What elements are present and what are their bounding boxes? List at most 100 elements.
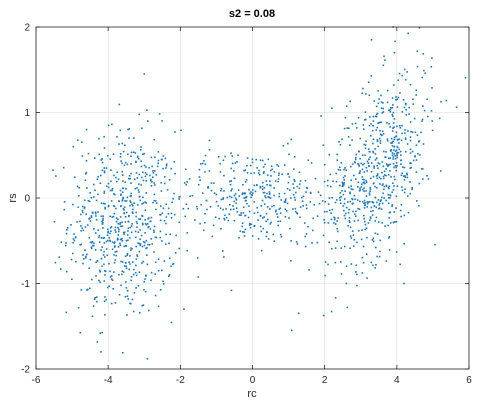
data-point (385, 151, 387, 153)
data-point (369, 219, 371, 221)
data-point (123, 233, 126, 236)
data-point (401, 189, 404, 192)
data-point (355, 264, 358, 267)
data-point (280, 199, 282, 201)
data-point (129, 201, 132, 203)
data-point (119, 244, 122, 246)
data-point (152, 201, 154, 204)
data-point (148, 309, 150, 312)
data-point (266, 206, 269, 208)
data-point (115, 180, 118, 183)
data-point (308, 269, 310, 271)
data-point (160, 181, 163, 184)
data-point (394, 150, 397, 153)
data-point (393, 185, 395, 187)
data-point (162, 155, 165, 157)
data-point (101, 246, 103, 248)
data-point (94, 232, 97, 234)
data-point (91, 244, 94, 247)
data-point (277, 224, 280, 227)
data-point (113, 193, 115, 195)
data-point (322, 314, 325, 317)
data-point (213, 182, 215, 184)
data-point (207, 186, 209, 188)
data-point (130, 163, 132, 165)
data-point (233, 200, 236, 203)
data-point (88, 287, 91, 290)
data-point (331, 107, 333, 110)
data-point (349, 100, 351, 103)
data-point (170, 217, 173, 219)
data-point (366, 277, 368, 279)
data-point (98, 236, 100, 239)
data-point (174, 252, 177, 254)
data-point (402, 175, 405, 177)
data-point (272, 233, 274, 236)
data-point (122, 208, 125, 210)
data-point (123, 206, 126, 209)
data-point (121, 187, 124, 190)
data-point (257, 238, 260, 240)
data-point (119, 242, 121, 245)
data-point (369, 188, 372, 190)
data-point (370, 206, 373, 209)
data-point (305, 191, 307, 193)
data-point (262, 227, 265, 230)
data-point (372, 125, 375, 127)
data-point (123, 209, 125, 211)
data-point (316, 215, 319, 217)
data-point (270, 175, 272, 177)
data-point (366, 201, 368, 203)
data-point (122, 231, 125, 234)
data-point (342, 185, 344, 187)
data-point (127, 153, 129, 156)
data-point (335, 172, 337, 175)
data-point (400, 163, 402, 165)
data-point (393, 153, 396, 155)
data-point (265, 235, 268, 238)
data-point (88, 200, 91, 203)
data-point (222, 159, 225, 162)
data-point (278, 195, 281, 198)
data-point (396, 139, 399, 141)
data-point (350, 185, 352, 187)
data-point (249, 222, 251, 225)
data-point (305, 186, 308, 189)
data-point (155, 173, 158, 176)
data-point (159, 230, 162, 233)
data-point (342, 193, 345, 196)
data-point (85, 159, 88, 162)
data-point (201, 162, 204, 165)
data-point (349, 192, 351, 195)
data-point (358, 165, 360, 167)
data-point (322, 144, 325, 146)
data-point (416, 200, 418, 202)
data-point (125, 188, 127, 190)
data-point (307, 159, 310, 161)
data-point (115, 231, 117, 233)
data-point (125, 287, 128, 289)
data-point (101, 161, 104, 164)
data-point (150, 178, 152, 181)
data-point (394, 155, 397, 157)
data-point (157, 162, 160, 165)
data-point (374, 148, 376, 150)
data-point (290, 138, 293, 141)
data-point (208, 170, 211, 172)
data-point (259, 185, 262, 188)
data-point (380, 199, 382, 201)
data-point (346, 127, 349, 129)
data-point (116, 171, 119, 174)
data-point (140, 160, 142, 163)
data-point (91, 240, 94, 243)
data-point (239, 230, 242, 232)
data-point (395, 135, 397, 138)
data-point (196, 257, 199, 259)
data-point (370, 261, 373, 264)
data-point (261, 185, 264, 188)
data-point (378, 176, 381, 179)
data-point (386, 89, 389, 92)
data-point (148, 166, 151, 169)
data-point (386, 101, 389, 104)
data-point (264, 195, 266, 197)
